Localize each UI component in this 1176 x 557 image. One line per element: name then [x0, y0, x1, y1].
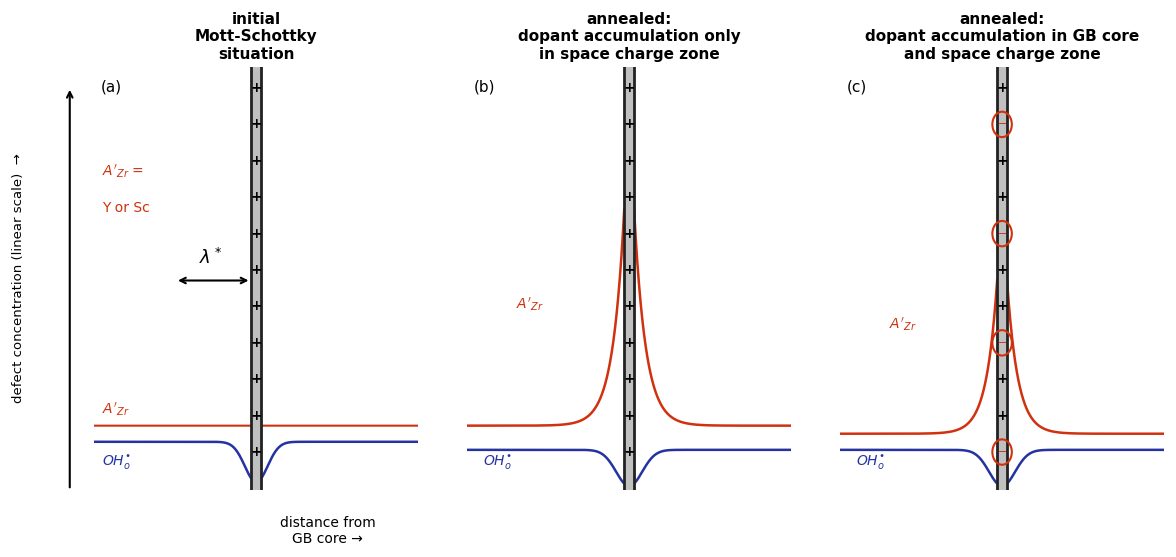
Text: +: + [623, 154, 635, 168]
Bar [997, 67, 1007, 490]
Text: +: + [623, 445, 635, 459]
Text: +: + [623, 372, 635, 386]
Text: $A'_{Zr}$ =: $A'_{Zr}$ = [102, 163, 145, 180]
Text: +: + [250, 300, 262, 314]
Title: initial
Mott-Schottky
situation: initial Mott-Schottky situation [195, 12, 318, 61]
Bar [252, 67, 261, 490]
Text: +: + [623, 336, 635, 350]
Text: Y or Sc: Y or Sc [102, 201, 149, 215]
Text: +: + [250, 81, 262, 95]
Text: +: + [623, 263, 635, 277]
Text: $OH^{\bullet}_{o}$: $OH^{\bullet}_{o}$ [102, 453, 131, 472]
Title: annealed:
dopant accumulation in GB core
and space charge zone: annealed: dopant accumulation in GB core… [866, 12, 1140, 61]
Text: +: + [996, 263, 1008, 277]
Text: +: + [250, 409, 262, 423]
Text: distance from
GB core →: distance from GB core → [280, 516, 375, 546]
Text: $\lambda^*$: $\lambda^*$ [199, 248, 222, 268]
Text: (b): (b) [474, 80, 495, 95]
Text: $A'_{Zr}$: $A'_{Zr}$ [102, 400, 129, 418]
Text: −: − [997, 447, 1007, 457]
Text: +: + [250, 263, 262, 277]
Text: (a): (a) [101, 80, 121, 95]
Text: +: + [250, 227, 262, 241]
Text: +: + [996, 154, 1008, 168]
Text: +: + [996, 300, 1008, 314]
Text: +: + [250, 445, 262, 459]
Text: +: + [250, 336, 262, 350]
Text: +: + [250, 154, 262, 168]
Text: $OH^{\bullet}_{o}$: $OH^{\bullet}_{o}$ [856, 453, 886, 472]
Text: +: + [996, 409, 1008, 423]
Text: +: + [250, 372, 262, 386]
Text: $A'_{Zr}$: $A'_{Zr}$ [515, 296, 543, 313]
Text: −: − [997, 228, 1007, 238]
Text: +: + [623, 227, 635, 241]
Text: defect concentration (linear scale)  →: defect concentration (linear scale) → [12, 154, 25, 403]
Text: +: + [623, 300, 635, 314]
Text: (c): (c) [847, 80, 867, 95]
Text: +: + [996, 190, 1008, 204]
Title: annealed:
dopant accumulation only
in space charge zone: annealed: dopant accumulation only in sp… [517, 12, 741, 61]
Bar [624, 67, 634, 490]
Text: +: + [996, 372, 1008, 386]
Text: +: + [996, 81, 1008, 95]
Text: +: + [250, 118, 262, 131]
Text: $OH^{\bullet}_{o}$: $OH^{\bullet}_{o}$ [483, 453, 512, 472]
Text: +: + [623, 409, 635, 423]
Text: +: + [623, 190, 635, 204]
Text: +: + [623, 81, 635, 95]
Text: +: + [250, 190, 262, 204]
Text: −: − [997, 338, 1007, 348]
Text: $A'_{Zr}$: $A'_{Zr}$ [889, 316, 916, 333]
Text: +: + [623, 118, 635, 131]
Text: −: − [997, 119, 1007, 129]
